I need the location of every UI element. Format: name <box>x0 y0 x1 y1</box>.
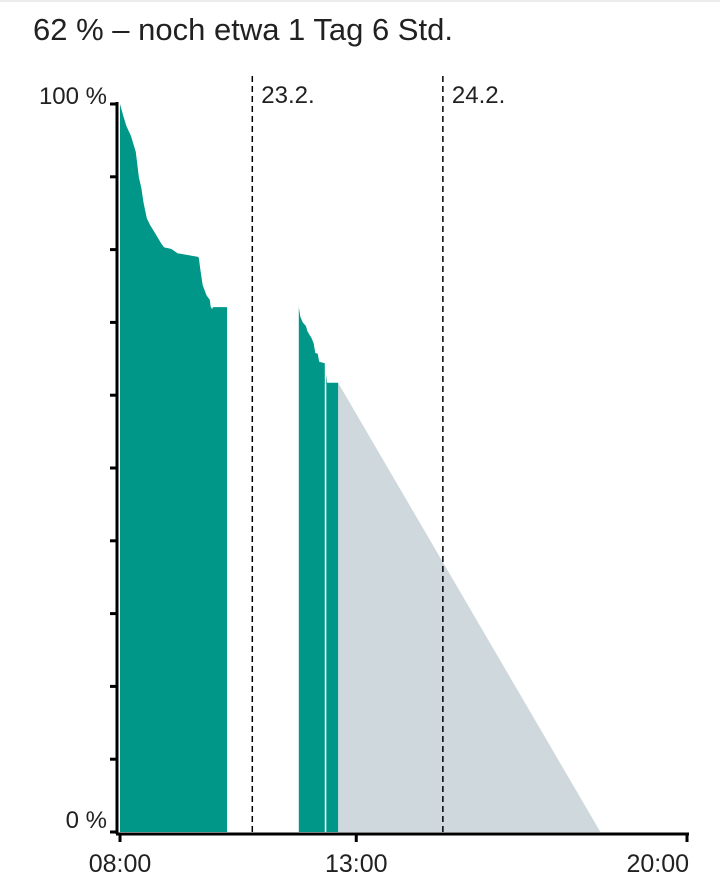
y-tick-label-bottom: 0 % <box>66 807 107 834</box>
chart-axes <box>110 102 689 842</box>
prediction-area <box>338 382 601 832</box>
x-tick-label-2: 20:00 <box>626 850 689 878</box>
day-markers: 23.2. 24.2. <box>251 76 505 832</box>
x-tick-label-1: 13:00 <box>325 850 388 878</box>
usage-area-3 <box>326 374 339 832</box>
usage-areas <box>120 104 601 833</box>
usage-area-1 <box>120 104 228 832</box>
tick-labels: 100 % 0 % 08:00 13:00 20:00 <box>39 83 689 878</box>
x-tick-label-0: 08:00 <box>89 850 152 878</box>
day-marker-label-2: 24.2. <box>452 82 505 109</box>
day-marker-label-1: 23.2. <box>261 82 314 109</box>
usage-area-2 <box>298 307 325 833</box>
top-divider <box>0 0 720 2</box>
y-tick-label-top: 100 % <box>39 83 107 110</box>
battery-summary: 62 % – noch etwa 1 Tag 6 Std. <box>33 12 453 47</box>
